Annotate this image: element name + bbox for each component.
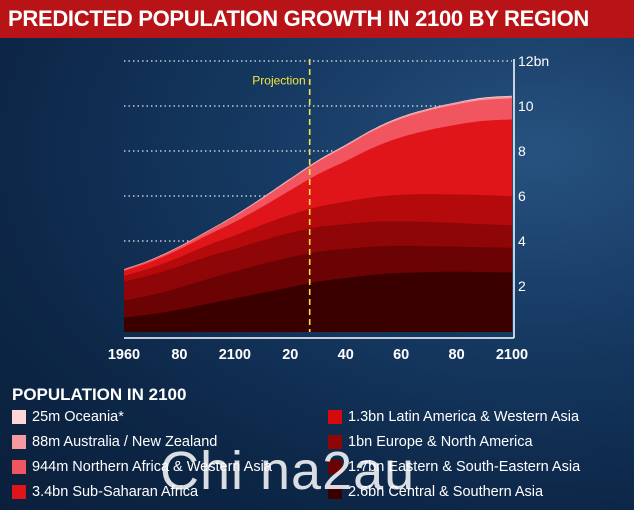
chart-title: PREDICTED POPULATION GROWTH IN 2100 BY R… (8, 6, 589, 31)
legend-item-sub-saharan-africa: 3.4bn Sub-Saharan Africa (12, 484, 198, 500)
legend-item-northern-africa: 944m Northern Africa & Western Asia (12, 459, 272, 475)
watermark: Chi na2au (160, 441, 416, 501)
y-tick-label: 10 (518, 98, 534, 114)
legend-label: 3.4bn Sub-Saharan Africa (32, 484, 199, 500)
x-tick-label: 40 (338, 347, 354, 363)
legend-label: 944m Northern Africa & Western Asia (32, 459, 272, 475)
x-tick-label: 2100 (496, 347, 528, 363)
y-tick-label: 4 (518, 233, 526, 249)
legend-item-latin-america: 1.3bn Latin America & Western Asia (328, 409, 579, 425)
y-tick-label: 6 (518, 188, 526, 204)
title-bar: PREDICTED POPULATION GROWTH IN 2100 BY R… (0, 0, 634, 38)
legend-swatch (328, 435, 342, 449)
y-tick-label: 8 (518, 143, 526, 159)
legend-item-central-southern-asia: 2.6bn Central & Southern Asia (328, 484, 543, 500)
projection-label: Projection (252, 74, 305, 88)
legend-label: 1.7bn Eastern & South-Eastern Asia (348, 459, 581, 475)
legend-swatch (12, 460, 26, 474)
x-tick-label: 60 (393, 347, 409, 363)
legend-swatch (12, 410, 26, 424)
x-tick-label: 2100 (219, 347, 251, 363)
y-tick-label: 2 (518, 278, 526, 294)
x-tick-label: 1960 (108, 347, 140, 363)
x-tick-label: 80 (171, 347, 187, 363)
x-tick-label: 80 (449, 347, 465, 363)
legend-item-eastern-asia: 1.7bn Eastern & South-Eastern Asia (328, 459, 580, 475)
legend-swatch (12, 435, 26, 449)
area-central-southern-asia (124, 271, 512, 332)
stacked-area-chart: 2 4 6 8 10 12bn 1960 80 2100 20 40 60 80 2100 Projecti… (108, 53, 549, 363)
legend-label: 25m Oceania* (32, 409, 124, 425)
legend-swatch (328, 410, 342, 424)
legend-swatch (328, 485, 342, 499)
y-tick-label: 12bn (518, 53, 549, 69)
legend-title: POPULATION IN 2100 (12, 385, 187, 404)
legend-label: 1.3bn Latin America & Western Asia (348, 409, 580, 425)
legend-item-australia-nz: 88m Australia / New Zealand (12, 434, 217, 450)
legend-label: 88m Australia / New Zealand (32, 434, 218, 450)
legend-item-europe-north-america: 1bn Europe & North America (328, 434, 533, 450)
legend-swatch (328, 460, 342, 474)
legend-label: 1bn Europe & North America (348, 434, 533, 450)
legend-item-oceania: 25m Oceania* (12, 409, 124, 425)
x-tick-label: 20 (282, 347, 298, 363)
legend-swatch (12, 485, 26, 499)
legend-label: 2.6bn Central & Southern Asia (348, 484, 544, 500)
